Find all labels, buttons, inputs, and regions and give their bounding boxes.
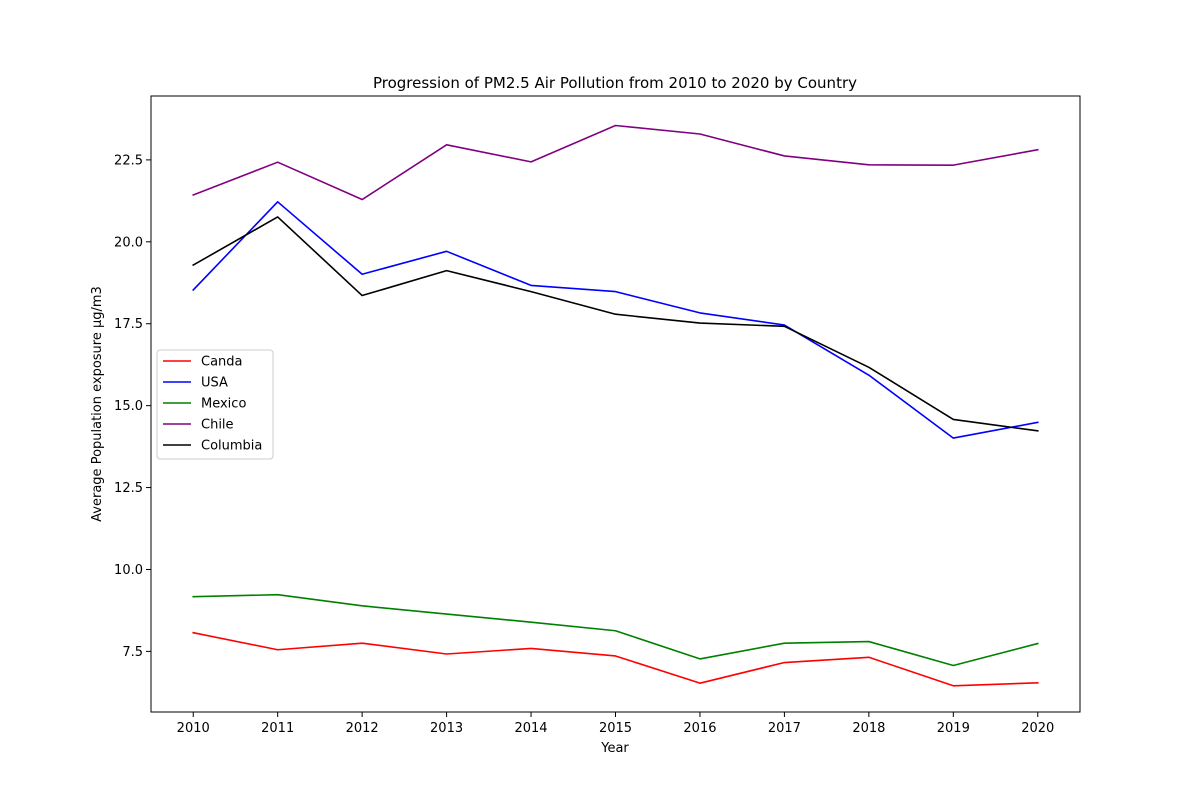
series-line-chile (192, 124, 1039, 201)
series-line-usa (192, 201, 1039, 439)
y-tick-label: 12.5 (114, 481, 143, 496)
x-tick-label: 2017 (768, 721, 801, 736)
y-tick-label: 15.0 (114, 399, 143, 414)
series-line-mexico (192, 593, 1039, 667)
y-tick-label: 17.5 (114, 317, 143, 332)
plot-area: 2010 2011 2012 2013 2014 2015 2016 2017 2018 2019… (114, 95, 1081, 736)
y-tick-label: 10.0 (114, 563, 143, 578)
x-tick-label: 2011 (261, 721, 294, 736)
legend-label-canda: Canda (201, 355, 243, 370)
series-line-columbia (192, 216, 1039, 432)
x-tick-label: 2016 (683, 721, 716, 736)
legend-label-mexico: Mexico (201, 397, 246, 412)
legend-label-usa: USA (201, 376, 228, 391)
x-tick-label: 2010 (177, 721, 210, 736)
x-tick-label: 2013 (430, 721, 463, 736)
y-axis-label: Average Population exposure µg/m3 (90, 286, 105, 522)
legend: Canda USA Mexico Chile Columbia (156, 349, 274, 460)
chart-title: Progression of PM2.5 Air Pollution from … (373, 74, 857, 92)
x-tick-label: 2014 (514, 721, 547, 736)
x-tick-label: 2012 (346, 721, 379, 736)
x-tick-label: 2019 (937, 721, 970, 736)
x-tick-label: 2015 (599, 721, 632, 736)
y-tick-label: 7.5 (122, 645, 143, 660)
axes-frame (150, 95, 1081, 713)
x-tick-label: 2018 (852, 721, 885, 736)
series-line-canda (192, 631, 1039, 687)
legend-frame (156, 349, 274, 460)
y-tick-label: 20.0 (114, 235, 143, 250)
legend-label-columbia: Columbia (201, 439, 262, 454)
legend-label-chile: Chile (201, 418, 234, 433)
y-tick-label: 22.5 (114, 153, 143, 168)
x-axis-label: Year (600, 741, 629, 756)
x-tick-label: 2020 (1021, 721, 1054, 736)
